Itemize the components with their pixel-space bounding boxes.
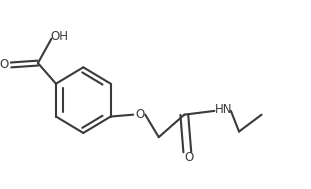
Text: O: O xyxy=(0,58,9,71)
Text: OH: OH xyxy=(50,30,68,43)
Text: HN: HN xyxy=(215,104,232,116)
Text: O: O xyxy=(184,151,194,164)
Text: O: O xyxy=(135,108,144,121)
